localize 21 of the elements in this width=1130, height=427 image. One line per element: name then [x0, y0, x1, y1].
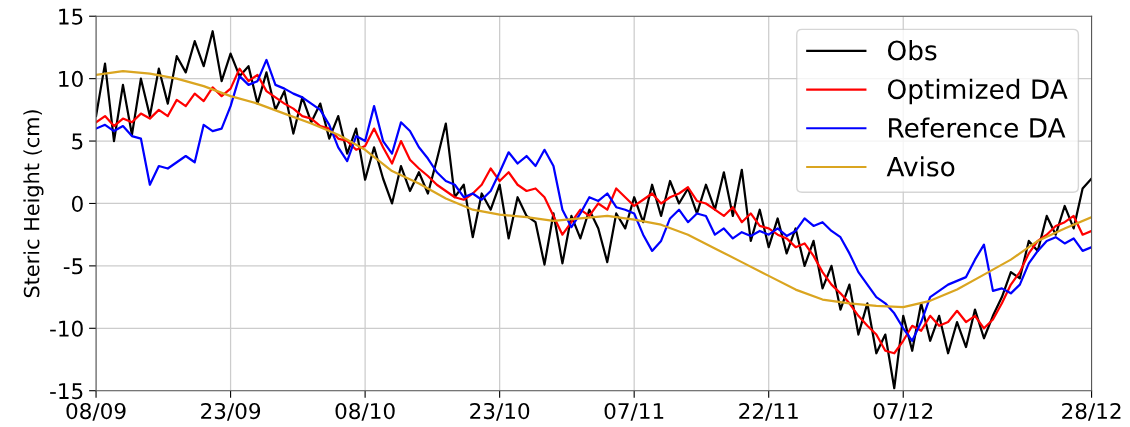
x-tick-label: 07/12 — [873, 402, 933, 421]
x-tick-label: 08/09 — [66, 402, 126, 421]
y-tick-label: 15 — [59, 8, 83, 25]
y-tick-label: 10 — [59, 70, 83, 88]
line-series — [96, 70, 1092, 309]
legend-label: Reference DA — [889, 117, 1066, 138]
y-tick-label: 0 — [71, 195, 83, 212]
y-tick-label: -15 — [50, 383, 83, 400]
x-tick-label: 23/10 — [470, 402, 530, 421]
legend-label: Obs — [887, 39, 937, 61]
x-tick-label: 08/10 — [335, 402, 395, 421]
y-tick-label: 5 — [72, 133, 83, 150]
x-tick-label: 22/11 — [739, 402, 798, 421]
y-tick-label: -10 — [50, 320, 83, 337]
x-tick-label: 28/12 — [1062, 402, 1121, 421]
x-tick-label: 07/11 — [604, 402, 664, 421]
legend-label: Aviso — [886, 156, 955, 177]
y-tick-label: -5 — [63, 258, 83, 275]
legend-label: Optimized DA — [887, 78, 1068, 105]
y-axis-title: Steric Height (cm) — [23, 110, 44, 298]
x-tick-label: 23/09 — [201, 402, 261, 421]
